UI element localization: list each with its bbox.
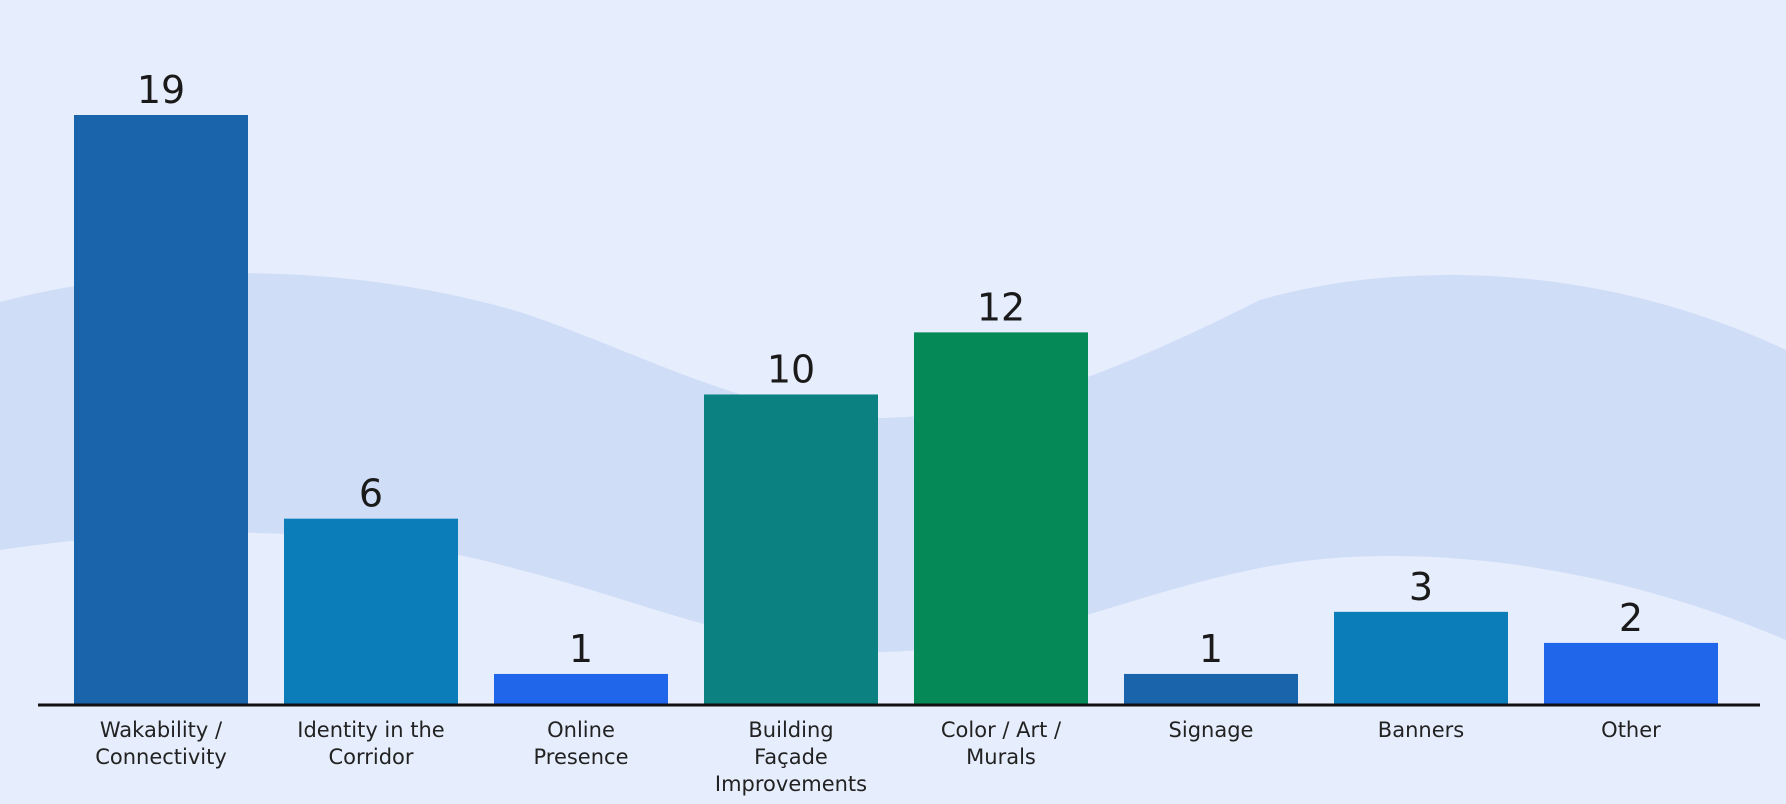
bar-5 <box>914 332 1088 705</box>
value-label-2: 6 <box>359 472 383 516</box>
category-label-6: Signage <box>1169 718 1254 742</box>
value-label-1: 19 <box>137 68 185 112</box>
category-label-7: Banners <box>1378 718 1464 742</box>
value-label-4: 10 <box>767 347 815 391</box>
value-label-3: 1 <box>569 627 593 671</box>
category-label-8: Other <box>1601 718 1661 742</box>
bar-7 <box>1334 611 1508 705</box>
category-labels-group: Wakability / Connectivity Identity in the C… <box>95 718 1661 796</box>
bar-2 <box>284 518 458 705</box>
bar-1 <box>74 115 248 705</box>
bar-6 <box>1124 673 1298 705</box>
category-label-2: Identity in the Corridor <box>297 718 444 769</box>
category-label-1: Wakability / Connectivity <box>95 718 227 769</box>
category-label-3: Online Presence <box>533 718 628 769</box>
bar-4 <box>704 394 878 705</box>
value-label-7: 3 <box>1409 565 1433 609</box>
value-label-5: 12 <box>977 285 1025 329</box>
value-labels-group: 19 6 1 10 12 1 3 2 <box>137 68 1643 671</box>
category-label-4: Building Façade Improvements <box>715 718 867 796</box>
category-label-5: Color / Art / Murals <box>941 718 1062 769</box>
bar-8 <box>1544 642 1718 705</box>
bars-group <box>74 115 1718 705</box>
background-wave <box>0 273 1786 653</box>
value-label-6: 1 <box>1199 627 1223 671</box>
value-label-8: 2 <box>1619 596 1643 640</box>
bar-3 <box>494 673 668 705</box>
